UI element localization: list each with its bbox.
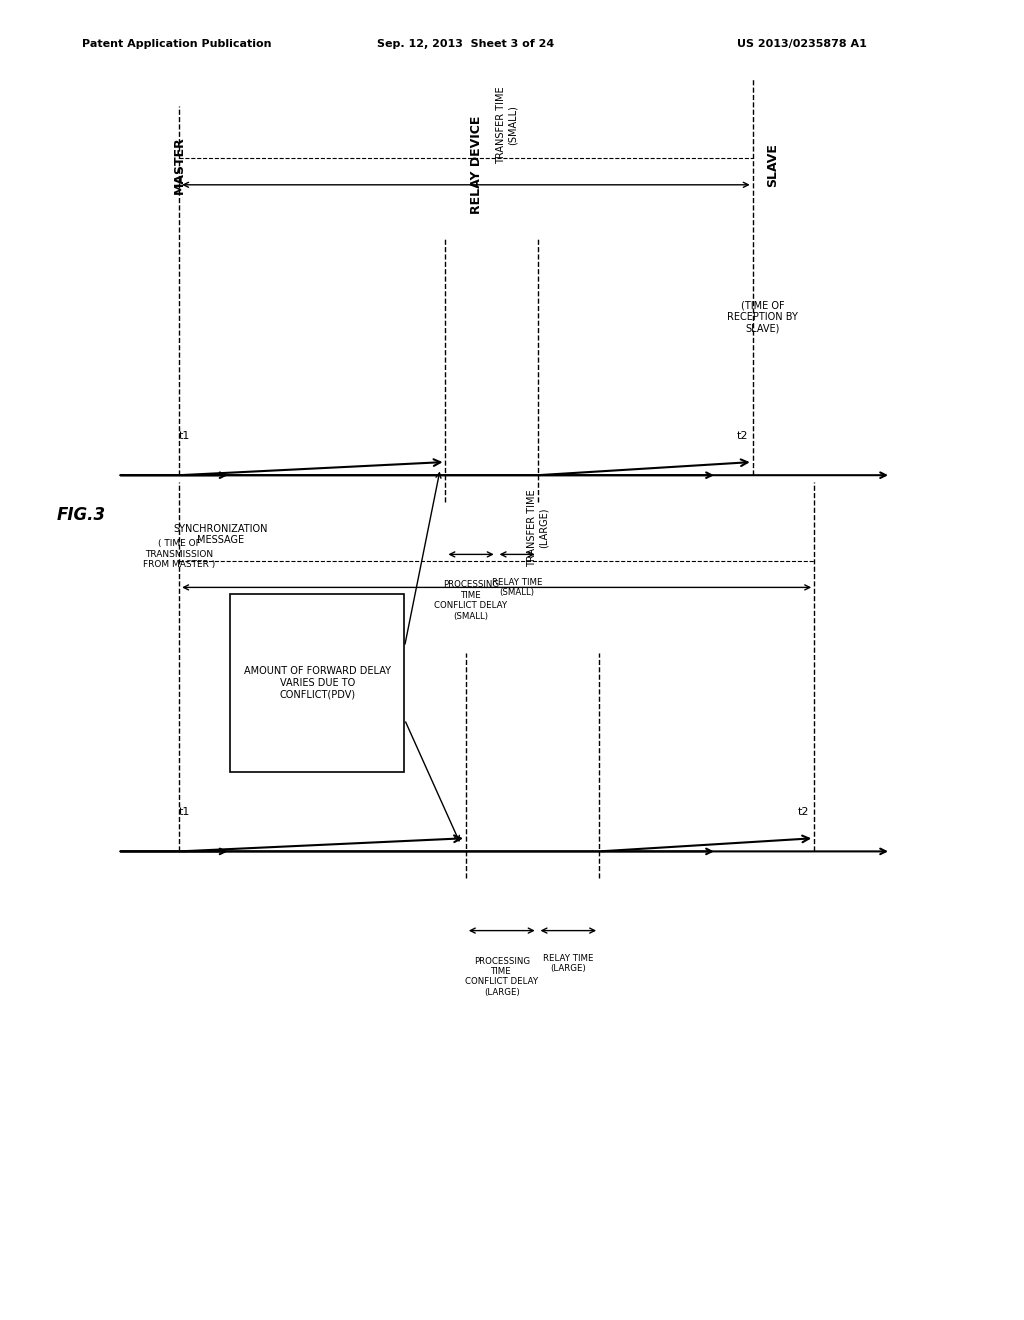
Text: TRANSFER TIME
(SMALL): TRANSFER TIME (SMALL) — [496, 87, 518, 164]
Text: RELAY TIME
(LARGE): RELAY TIME (LARGE) — [543, 954, 594, 973]
Text: t2: t2 — [736, 430, 749, 441]
Text: Patent Application Publication: Patent Application Publication — [82, 38, 271, 49]
Text: MASTER: MASTER — [173, 136, 185, 194]
Text: SYNCHRONIZATION
MESSAGE: SYNCHRONIZATION MESSAGE — [173, 524, 267, 545]
Bar — [230, 594, 404, 772]
Text: TRANSFER TIME
(LARGE): TRANSFER TIME (LARGE) — [526, 490, 549, 566]
Text: FIG.3: FIG.3 — [56, 506, 105, 524]
Text: PROCESSING
TIME
CONFLICT DELAY
(SMALL): PROCESSING TIME CONFLICT DELAY (SMALL) — [434, 581, 508, 620]
Text: (TIME OF
RECEPTION BY
SLAVE): (TIME OF RECEPTION BY SLAVE) — [727, 300, 799, 334]
Text: AMOUNT OF FORWARD DELAY
VARIES DUE TO
CONFLICT(PDV): AMOUNT OF FORWARD DELAY VARIES DUE TO CO… — [244, 667, 391, 700]
Text: RELAY TIME
(SMALL): RELAY TIME (SMALL) — [492, 578, 543, 597]
Text: RELAY DEVICE: RELAY DEVICE — [470, 116, 482, 214]
Text: Sep. 12, 2013  Sheet 3 of 24: Sep. 12, 2013 Sheet 3 of 24 — [377, 38, 555, 49]
Text: PROCESSING
TIME
CONFLICT DELAY
(LARGE): PROCESSING TIME CONFLICT DELAY (LARGE) — [465, 957, 539, 997]
Text: t1: t1 — [179, 430, 190, 441]
Text: SLAVE: SLAVE — [767, 143, 779, 187]
Text: t1: t1 — [179, 807, 190, 817]
Text: ( TIME OF
TRANSMISSION
FROM MASTER ): ( TIME OF TRANSMISSION FROM MASTER ) — [143, 540, 215, 569]
Text: t2: t2 — [798, 807, 810, 817]
Text: US 2013/0235878 A1: US 2013/0235878 A1 — [737, 38, 867, 49]
